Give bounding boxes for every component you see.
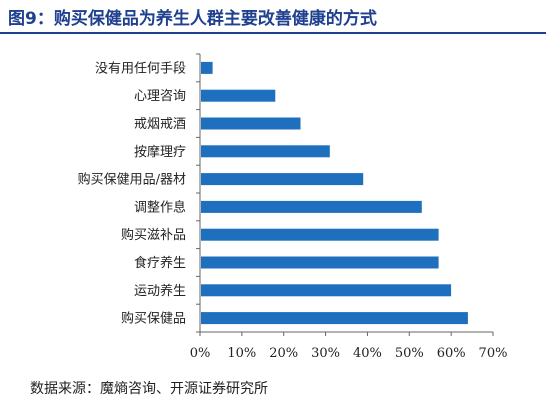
bar [201, 117, 301, 130]
bar [201, 228, 439, 241]
category-label: 戒烟戒酒 [134, 117, 186, 132]
title-rule [0, 32, 546, 34]
category-label: 购买保健品 [121, 311, 186, 327]
category-label: 运动养生 [134, 283, 186, 299]
x-tick-label: 0% [190, 346, 211, 361]
x-tick-label: 20% [269, 346, 298, 361]
source-note: 数据来源：魔熵咨询、开源证券研究所 [30, 381, 268, 397]
category-label: 购买保健用品/器材 [78, 172, 186, 188]
category-label: 调整作息 [134, 199, 186, 215]
bar [201, 173, 364, 186]
x-tick-label: 60% [437, 346, 466, 361]
x-tick-label: 10% [227, 346, 256, 361]
x-tick-label: 50% [395, 346, 424, 361]
bar [201, 200, 422, 213]
category-label: 购买滋补品 [121, 227, 186, 243]
bar [201, 312, 468, 325]
bar [201, 89, 276, 102]
category-label: 心理咨询 [134, 89, 186, 104]
figure-title: 图9：购买保健品为养生人群主要改善健康的方式 [8, 9, 377, 29]
bar [201, 256, 439, 269]
bar [201, 145, 330, 158]
x-tick-label: 40% [353, 346, 382, 361]
x-tick-label: 30% [311, 346, 340, 361]
category-label: 没有用任何手段 [95, 60, 186, 76]
bar [201, 61, 213, 74]
category-label: 按摩理疗 [134, 144, 186, 160]
category-label: 食疗养生 [134, 255, 186, 271]
bar [201, 284, 452, 297]
x-tick-label: 70% [479, 346, 508, 361]
